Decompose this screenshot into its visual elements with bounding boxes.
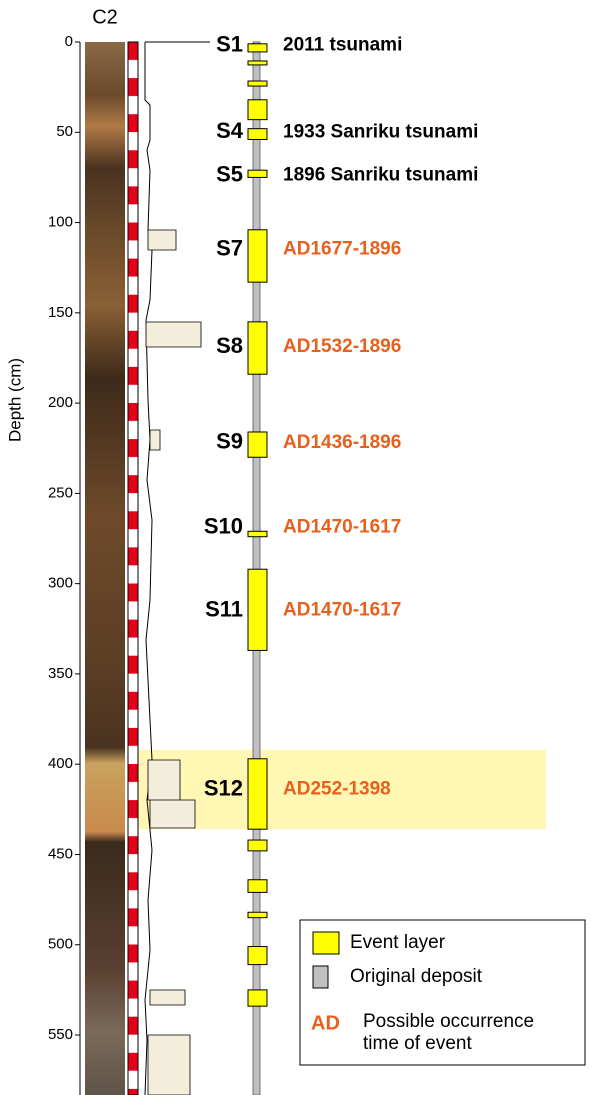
scale-bar (127, 41, 139, 1095)
event-label: S12 (204, 775, 243, 800)
event-layer (247, 80, 268, 87)
y-tick-label: 550 (48, 1026, 73, 1043)
event-age: AD252-1398 (283, 778, 391, 799)
event-layer (247, 530, 268, 538)
event-label: S4 (216, 118, 244, 143)
event-layer (247, 879, 268, 893)
legend-ad-text: time of event (363, 1033, 472, 1054)
deposit-column (252, 41, 261, 1095)
y-tick-label: 500 (48, 936, 73, 953)
chart-title: C2 (92, 6, 118, 28)
event-age: 1933 Sanriku tsunami (283, 121, 478, 142)
event-layer (247, 229, 268, 283)
event-layer (247, 43, 268, 53)
y-tick-label: 50 (56, 123, 73, 140)
event-age: AD1470-1617 (283, 517, 401, 538)
y-tick-label: 400 (48, 755, 73, 772)
event-layer (247, 99, 268, 121)
event-layer (247, 758, 268, 830)
event-label: S9 (216, 429, 243, 454)
legend-ad-key: AD (311, 1012, 340, 1034)
y-tick-label: 150 (48, 304, 73, 321)
event-label: S1 (216, 31, 243, 56)
event-age: 2011 tsunami (283, 35, 402, 56)
y-axis-label: Depth (cm) (5, 358, 24, 442)
y-tick-label: 450 (48, 845, 73, 862)
legend-label: Original deposit (350, 966, 483, 987)
y-tick-label: 100 (48, 214, 73, 231)
event-layer (247, 989, 268, 1007)
event-layer (247, 946, 268, 966)
legend-swatch (312, 965, 329, 989)
y-tick-label: 350 (48, 665, 73, 682)
event-label: S7 (216, 235, 243, 260)
event-age: AD1532-1896 (283, 336, 401, 357)
event-label: S11 (205, 597, 243, 622)
y-tick-label: 0 (65, 33, 73, 50)
lithology (144, 42, 153, 1095)
event-label: S10 (204, 513, 243, 538)
event-layer (247, 839, 268, 852)
y-tick-label: 200 (48, 394, 73, 411)
event-age: AD1436-1896 (283, 432, 401, 453)
event-layer (247, 321, 268, 375)
core-photo (85, 42, 125, 1095)
legend-swatch (312, 931, 340, 955)
event-layer (247, 431, 268, 458)
event-layer (247, 60, 268, 66)
event-label: S5 (216, 161, 243, 186)
event-age: AD1470-1617 (283, 600, 401, 621)
event-label: S8 (216, 333, 243, 358)
legend-label: Event layer (350, 932, 446, 953)
lithology-sand (145, 229, 202, 1095)
event-layer (247, 169, 268, 178)
highlight-band (128, 749, 546, 830)
legend-ad-text: Possible occurrence (363, 1011, 534, 1032)
event-layer (247, 568, 268, 651)
y-tick-label: 300 (48, 575, 73, 592)
legend (299, 919, 586, 1066)
event-layer (247, 911, 268, 919)
event-age: AD1677-1896 (283, 239, 401, 260)
event-age: 1896 Sanriku tsunami (283, 165, 478, 186)
y-tick-label: 250 (48, 484, 73, 501)
event-layer (247, 128, 268, 140)
